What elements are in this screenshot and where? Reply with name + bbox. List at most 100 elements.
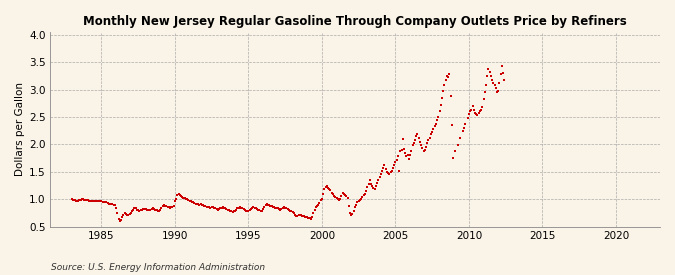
Point — [475, 109, 485, 114]
Point — [294, 212, 305, 217]
Point — [336, 194, 347, 198]
Point — [242, 209, 252, 213]
Point — [377, 169, 387, 173]
Point — [189, 201, 200, 205]
Point — [81, 197, 92, 202]
Point — [390, 160, 401, 165]
Point — [402, 153, 413, 158]
Point — [438, 88, 449, 93]
Point — [178, 195, 189, 200]
Point — [315, 198, 326, 202]
Point — [379, 163, 389, 167]
Point — [296, 213, 306, 217]
Point — [476, 108, 487, 112]
Point — [157, 204, 168, 208]
Point — [106, 202, 117, 206]
Point — [244, 208, 255, 212]
Point — [288, 211, 299, 216]
Point — [78, 197, 88, 201]
Point — [100, 200, 111, 205]
Point — [413, 136, 424, 140]
Point — [139, 207, 150, 211]
Point — [220, 206, 231, 211]
Text: Source: U.S. Energy Information Administration: Source: U.S. Energy Information Administ… — [51, 263, 265, 272]
Point — [73, 199, 84, 203]
Point — [135, 208, 146, 212]
Point — [162, 205, 173, 209]
Point — [368, 185, 379, 190]
Point — [485, 74, 496, 78]
Point — [101, 200, 111, 205]
Point — [138, 207, 148, 211]
Point — [383, 171, 394, 175]
Point — [433, 115, 443, 119]
Point — [108, 202, 119, 207]
Point — [150, 207, 161, 212]
Point — [180, 196, 191, 201]
Point — [198, 203, 209, 207]
Point — [356, 196, 367, 201]
Point — [317, 196, 327, 201]
Point — [168, 204, 179, 208]
Point — [182, 197, 192, 201]
Point — [458, 126, 469, 130]
Point — [369, 187, 380, 191]
Point — [320, 185, 331, 189]
Point — [277, 206, 288, 210]
Point — [118, 212, 129, 217]
Point — [286, 209, 297, 213]
Point — [489, 83, 500, 87]
Point — [404, 156, 414, 161]
Point — [344, 204, 354, 208]
Point — [196, 202, 207, 207]
Point — [285, 208, 296, 213]
Point — [273, 207, 284, 211]
Point — [312, 204, 323, 208]
Point — [252, 207, 263, 211]
Point — [192, 202, 202, 206]
Point — [374, 175, 385, 180]
Point — [485, 70, 495, 74]
Point — [156, 206, 167, 210]
Point — [330, 195, 341, 199]
Point — [375, 172, 386, 176]
Point — [298, 214, 309, 218]
Point — [300, 215, 311, 219]
Point — [177, 195, 188, 199]
Point — [346, 212, 356, 217]
Point — [341, 194, 352, 199]
Point — [219, 206, 230, 210]
Point — [145, 208, 156, 212]
Point — [199, 204, 210, 208]
Point — [232, 206, 243, 211]
Point — [256, 209, 267, 213]
Point — [299, 214, 310, 219]
Point — [255, 208, 266, 213]
Point — [398, 147, 409, 151]
Point — [194, 202, 205, 207]
Point — [354, 197, 365, 202]
Point — [130, 206, 141, 211]
Point — [387, 166, 398, 171]
Point — [79, 197, 90, 202]
Point — [84, 199, 95, 203]
Point — [479, 90, 490, 94]
Point — [482, 74, 493, 78]
Point — [105, 202, 115, 206]
Point — [211, 207, 222, 211]
Point — [140, 207, 151, 211]
Point — [221, 207, 232, 211]
Point — [319, 187, 330, 191]
Point — [429, 124, 440, 128]
Point — [273, 206, 284, 211]
Point — [342, 195, 353, 200]
Point — [190, 201, 201, 206]
Point — [69, 198, 80, 202]
Point — [466, 108, 477, 112]
Point — [253, 207, 264, 212]
Point — [437, 95, 448, 100]
Point — [155, 208, 165, 212]
Point — [250, 206, 261, 211]
Point — [323, 185, 333, 190]
Point — [491, 90, 502, 94]
